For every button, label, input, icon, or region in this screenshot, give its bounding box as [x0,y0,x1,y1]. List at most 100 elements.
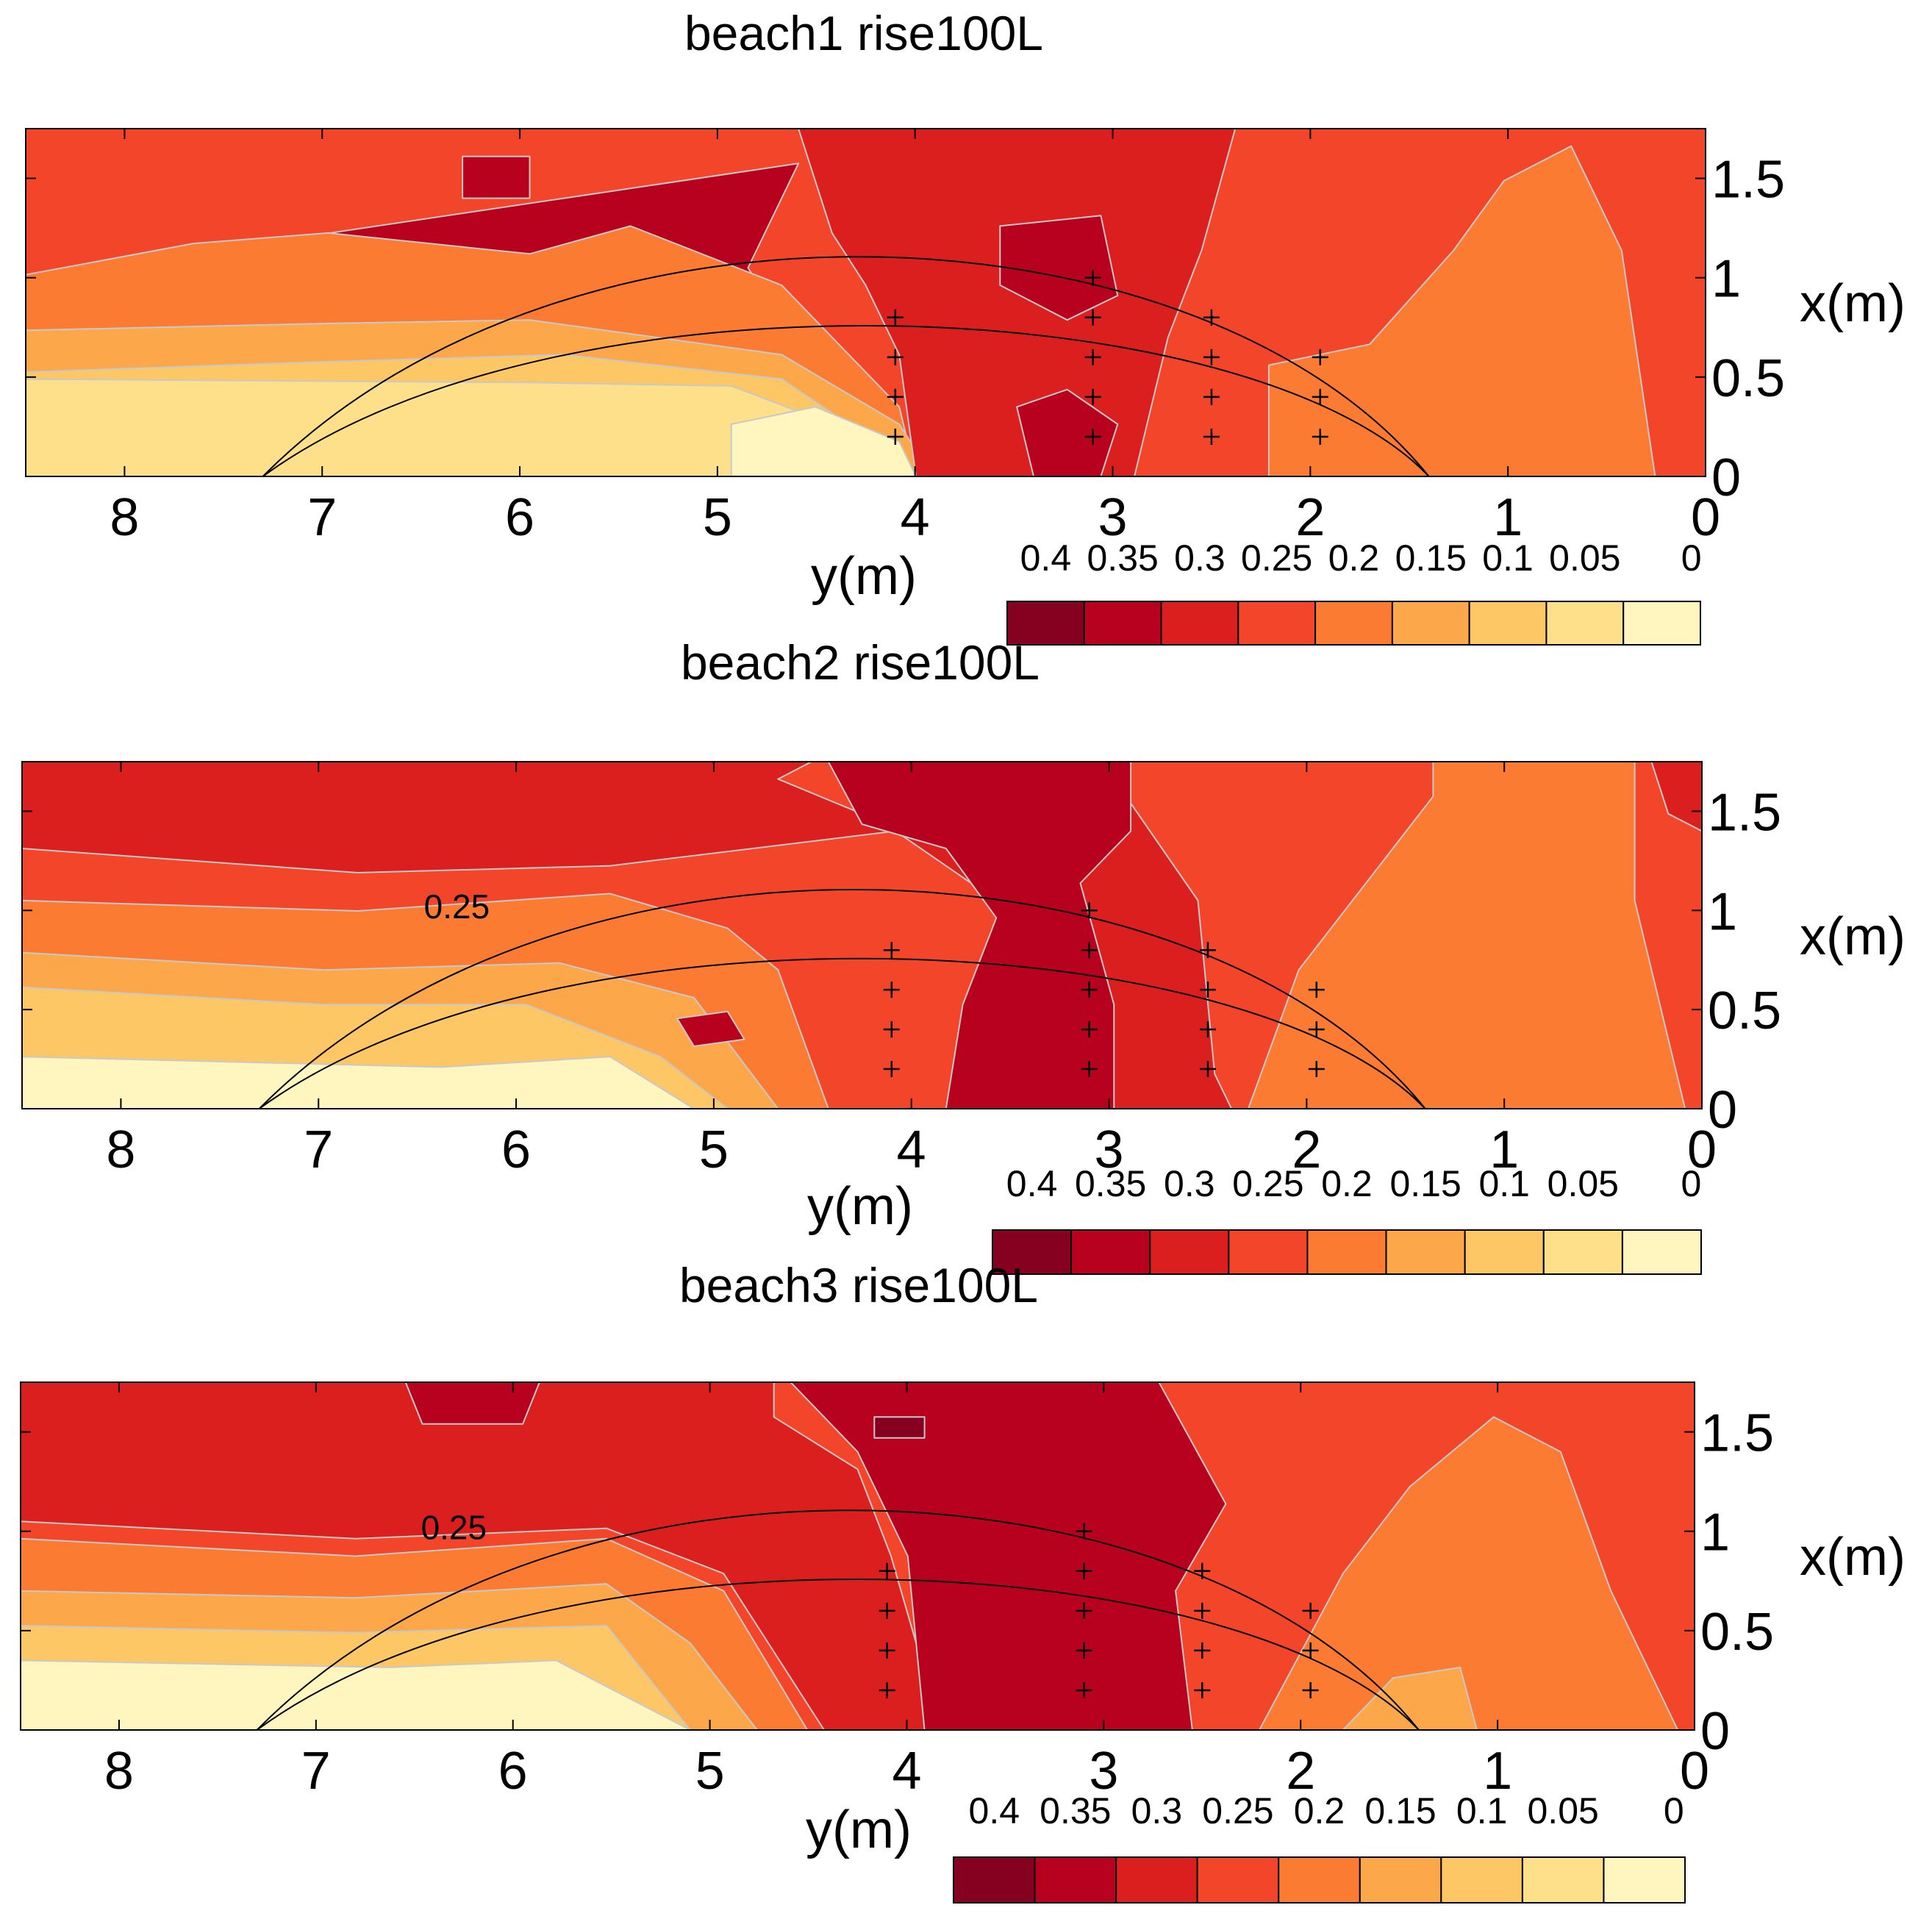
colorbar-label: 0.05 [1528,1790,1599,1831]
colorbar-swatch [1385,1229,1466,1275]
colorbar-label: 0.4 [1020,537,1072,579]
y-tick-label: 1.5 [1700,1404,1774,1463]
measurement-point [887,388,904,405]
contour-label: 0.25 [424,887,490,926]
x-tick-label: 1 [1489,1120,1519,1179]
measurement-point [883,982,900,998]
colorbar-swatch [1070,1229,1151,1275]
colorbar-label: 0.35 [1087,537,1159,579]
colorbar-label: 0.25 [1202,1790,1273,1831]
colorbar-swatch [1228,1229,1309,1275]
y-axis-label: x(m) [1800,907,1906,966]
x-tick-label: 6 [501,1120,531,1179]
colorbar-label: 0.05 [1549,537,1620,579]
colorbar-swatch [1359,1856,1442,1904]
contour-band [1016,388,1119,476]
x-tick-label: 4 [892,1742,921,1801]
colorbar: 0.4 0.35 0.3 0.25 0.2 0.15 0.1 0.05 0 [953,1790,1686,1904]
measurement-point [887,309,904,326]
x-tick-label: 3 [1098,488,1128,547]
x-axis-label: y(m) [807,1177,913,1236]
measurement-point [1302,1681,1319,1698]
colorbar-label: 0 [1681,537,1702,579]
outer-arc [256,1509,1420,1730]
x-tick-label: 1 [1483,1742,1512,1801]
colorbar-swatch [1468,601,1548,646]
colorbar-label: 0.3 [1164,1163,1215,1204]
colorbar-label: 0.25 [1241,537,1312,579]
colorbar-label: 0 [1681,1163,1702,1204]
colorbar-label: 0.25 [1232,1163,1303,1204]
measurement-point [1308,1061,1325,1078]
contour-band [676,1010,745,1047]
measurement-point [1076,1523,1092,1540]
measurement-point [1084,428,1101,445]
colorbar-swatch [1196,1856,1280,1904]
measurement-point [1194,1681,1211,1698]
y-tick-label: 1 [1700,1504,1730,1562]
chart-title: beach1 rise100L [684,6,1043,60]
colorbar-label: 0.4 [1006,1163,1058,1204]
panel-2: beach2 rise100L 8 7 6 5 4 3 2 1 00 0.5 1 1.5 y(m) x(m)… [21,635,1906,1275]
x-tick-label: 4 [897,1120,926,1179]
x-tick-label: 3 [1095,1120,1124,1179]
measurement-point [1194,1602,1211,1619]
measurement-point [1203,388,1220,405]
contour-band [21,1659,691,1730]
measurement-point [1312,348,1328,365]
measurement-point [1199,1021,1216,1038]
colorbar-label: 0.1 [1456,1790,1508,1831]
measurement-point [1081,942,1098,959]
x-tick-label: 2 [1292,1120,1321,1179]
y-tick-label: 1.5 [1711,151,1785,210]
y-axis-label: x(m) [1800,1528,1906,1587]
colorbar-swatch [1545,601,1625,646]
colorbar-swatch [992,1229,1073,1275]
colorbar-swatch [1306,1229,1387,1275]
contour-band [1248,762,1686,1109]
colorbar-label: 0.1 [1482,537,1534,579]
contour-band [790,1382,1227,1730]
contour-band [730,406,917,476]
x-tick-label: 0 [1680,1742,1709,1801]
measurement-point [1199,982,1216,998]
plot-frame [25,128,1706,477]
colorbar-label: 0.4 [969,1790,1020,1831]
measurement-point [1084,388,1101,405]
panel-3: beach3 rise100L 8 7 6 5 4 3 2 1 00 0.5 1 1.5 y(m) x(m)… [20,1258,1906,1904]
x-tick-label: 4 [901,488,930,547]
y-axis-label: x(m) [1800,274,1906,333]
plot-frame [20,1381,1695,1731]
colorbar-label: 0.1 [1478,1163,1530,1204]
colorbar-label: 0 [1664,1790,1684,1831]
measurement-point [1312,388,1328,405]
x-tick-label: 6 [498,1742,528,1801]
x-tick-label: 5 [703,488,732,547]
colorbar-swatch [1083,601,1162,646]
measurement-point [1302,1602,1319,1619]
inner-arc [262,325,1430,476]
contour-label: 0.25 [421,1509,487,1547]
colorbar-swatch [1542,1229,1623,1275]
measurement-point [1081,1021,1098,1038]
measurement-point [879,1681,895,1698]
colorbar-label: 0.35 [1075,1163,1146,1204]
colorbar-label: 0.2 [1328,537,1380,579]
colorbar-label: 0.05 [1548,1163,1619,1204]
x-tick-label: 2 [1295,488,1325,547]
measurement-point [887,428,904,445]
colorbar-label: 0.15 [1395,537,1467,579]
measurement-point [879,1562,895,1579]
colorbar-swatch [1034,1856,1117,1904]
colorbar-swatch [1237,601,1317,646]
x-tick-label: 3 [1089,1742,1118,1801]
measurement-point [1076,1642,1092,1659]
colorbar-label: 0.35 [1040,1790,1111,1831]
contour-band [21,1382,942,1730]
colorbar-swatch [1115,1856,1198,1904]
colorbar-swatch [953,1856,1036,1904]
x-axis-label: y(m) [811,547,917,606]
measurement-point [887,348,904,365]
y-tick-label: 0 [1711,448,1741,507]
measurement-point [1312,428,1328,445]
